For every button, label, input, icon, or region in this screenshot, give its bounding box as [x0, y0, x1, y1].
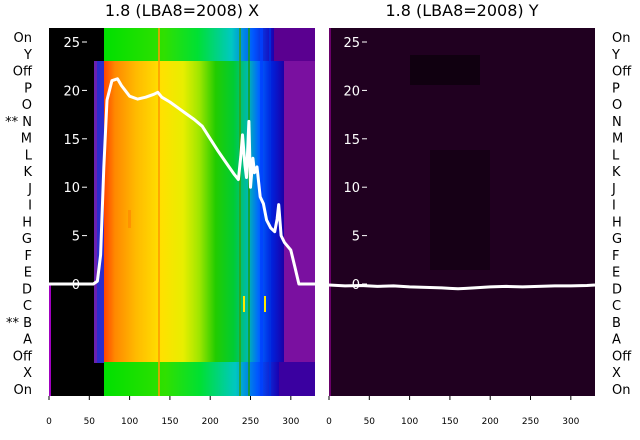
left-row-label: L [25, 148, 33, 163]
left-x-tick-label: 300 [282, 417, 299, 427]
bottom-band-blue [279, 362, 315, 396]
right-x-tick-label: 50 [364, 417, 376, 427]
artifact-mark-2 [264, 296, 266, 312]
right-row-label: X [612, 366, 621, 381]
artifact-line-3 [248, 28, 250, 396]
right-series-line [328, 283, 596, 291]
right-row-label: J [611, 182, 616, 197]
left-row-label: A [23, 333, 32, 348]
right-y-tick-label: 25 [343, 36, 360, 51]
left-y-tick-label: 15 [63, 133, 80, 148]
left-row-label: C [23, 299, 32, 314]
right-row-label: On [612, 383, 630, 398]
artifact-mark-3 [128, 210, 131, 228]
left-row-label: K [23, 165, 32, 180]
right-row-label: N [612, 115, 622, 130]
right-row-label: G [612, 232, 622, 247]
left-x-tick-label: 250 [242, 417, 259, 427]
spectrum-body [104, 61, 284, 363]
left-row-label: D [22, 282, 32, 297]
right-x-tick-label: 100 [401, 417, 418, 427]
right-dark-patch-1 [410, 55, 480, 85]
left-y-tick-label: 10 [63, 181, 80, 196]
left-row-label: F [25, 249, 32, 264]
left-row-label: On [14, 383, 32, 398]
right-row-label: C [612, 299, 621, 314]
left-x-tick-label: 200 [202, 417, 219, 427]
top-band-purple [274, 28, 315, 63]
right-x-tick-label: 150 [441, 417, 458, 427]
left-row-label: I [28, 199, 32, 214]
left-row-label: E [24, 266, 32, 281]
left-row-label: P [24, 81, 32, 96]
left-y-tick-label: 25 [63, 36, 80, 51]
spectrum-rise-purple [94, 61, 97, 363]
left-row-label: G [22, 232, 32, 247]
right-row-label: Off [612, 349, 632, 364]
right-row-label: B [612, 316, 621, 331]
left-row-label: ** N [5, 115, 32, 130]
right-row-label: Off [612, 65, 632, 80]
right-row-label: D [612, 282, 622, 297]
left-x-tick-label: 150 [161, 417, 178, 427]
left-row-label: Y [23, 48, 32, 63]
artifact-line-2 [239, 28, 241, 396]
right-row-label: O [612, 98, 622, 113]
left-row-label: Off [13, 65, 33, 80]
top-band [104, 28, 274, 63]
artifact-line-1 [158, 28, 160, 396]
right-row-label: E [612, 266, 620, 281]
right-row-label: A [612, 333, 621, 348]
right-row-label: L [612, 148, 620, 163]
right-row-label: F [612, 249, 619, 264]
right-y-tick-label: 15 [343, 133, 360, 148]
right-y-tick-label: 20 [343, 84, 360, 99]
spectrum-purple-edge [284, 61, 315, 363]
left-chart-title: 1.8 (LBA8=2008) X [105, 1, 259, 20]
artifact-line-4 [260, 28, 263, 396]
left-x-tick-label: 0 [46, 417, 52, 427]
right-y-tick-label: 5 [352, 230, 360, 245]
left-row-label: On [14, 31, 32, 46]
artifact-mark-1 [243, 296, 245, 312]
spectrum-rise-blue [97, 61, 104, 363]
left-row-label: M [21, 132, 32, 147]
left-row-label: ** B [6, 316, 32, 331]
left-row-label: H [22, 215, 32, 230]
left-x-tick-label: 100 [121, 417, 138, 427]
left-edge-strip [49, 285, 51, 396]
right-chart-title: 1.8 (LBA8=2008) Y [385, 1, 538, 20]
bottom-band [104, 362, 279, 396]
left-series-line [49, 77, 315, 286]
right-x-tick-label: 0 [326, 417, 332, 427]
right-y-tick-label: 10 [343, 181, 360, 196]
left-y-tick-label: 20 [63, 84, 80, 99]
left-row-label: X [23, 366, 32, 381]
left-y-tick-label: 5 [72, 230, 80, 245]
right-x-tick-label: 200 [482, 417, 499, 427]
left-row-label: O [22, 98, 32, 113]
right-row-label: I [612, 199, 616, 214]
left-row-label: J [27, 182, 32, 197]
artifact-line-5 [269, 28, 271, 396]
right-row-label: H [612, 215, 622, 230]
right-row-label: P [612, 81, 620, 96]
right-row-label: K [612, 165, 621, 180]
right-row-label: Y [611, 48, 620, 63]
right-x-tick-label: 300 [562, 417, 579, 427]
right-dark-patch-2 [430, 150, 490, 270]
left-row-label: Off [13, 349, 33, 364]
left-x-tick-label: 50 [84, 417, 96, 427]
right-row-label: On [612, 31, 630, 46]
right-row-label: M [612, 132, 623, 147]
right-x-tick-label: 250 [522, 417, 539, 427]
right-edge-strip [329, 28, 331, 396]
